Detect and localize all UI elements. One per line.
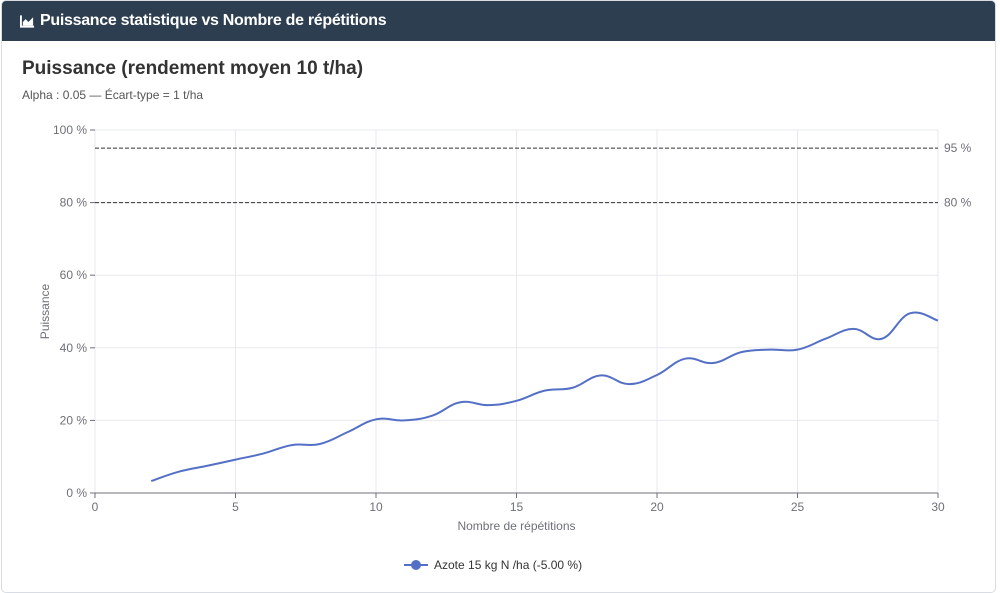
y-tick-label: 0 % — [66, 486, 87, 500]
x-axis-title: Nombre de répétitions — [457, 519, 575, 533]
series-line — [150, 311, 939, 482]
y-tick-label: 100 % — [53, 123, 87, 137]
y-axis-title: Puissance — [38, 283, 52, 339]
x-tick-label: 0 — [92, 500, 99, 514]
y-tick-label: 40 % — [60, 341, 88, 355]
y-tick-label: 60 % — [60, 268, 88, 282]
x-tick-label: 30 — [931, 500, 945, 514]
chart-subtitle: Alpha : 0.05 — Écart-type = 1 t/ha — [22, 88, 204, 102]
x-tick-label: 15 — [510, 500, 524, 514]
chart-title: Puissance (rendement moyen 10 t/ha) — [22, 58, 364, 79]
card-header-title: Puissance statistique vs Nombre de répét… — [40, 12, 387, 29]
reference-line-label: 95 % — [944, 141, 972, 155]
x-tick-label: 5 — [232, 500, 239, 514]
legend-marker — [411, 560, 421, 570]
x-tick-label: 10 — [369, 500, 383, 514]
card-header: Puissance statistique vs Nombre de répét… — [2, 1, 995, 41]
x-tick-label: 20 — [650, 500, 664, 514]
y-tick-label: 80 % — [60, 196, 88, 210]
x-tick-label: 25 — [791, 500, 805, 514]
legend-label: Azote 15 kg N /ha (-5.00 %) — [434, 558, 582, 572]
y-tick-label: 20 % — [60, 413, 88, 427]
reference-line-label: 80 % — [944, 196, 972, 210]
area-chart-icon — [20, 15, 35, 28]
